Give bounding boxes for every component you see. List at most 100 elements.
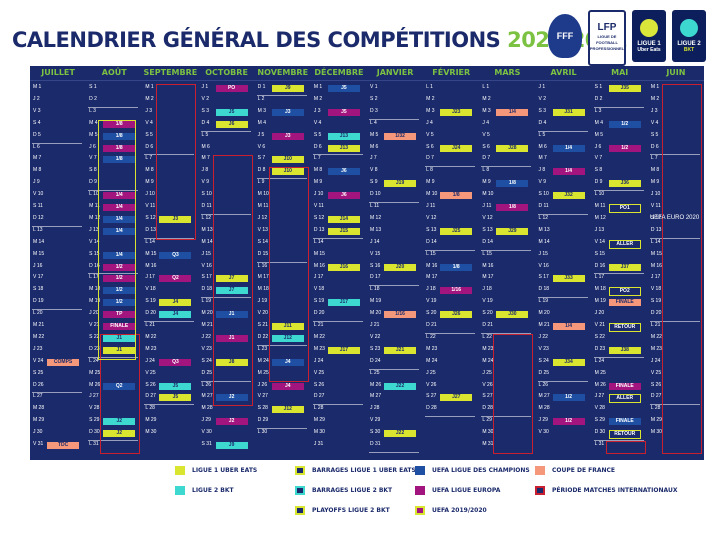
day-label: M 8 <box>145 168 153 173</box>
day-label: D 20 <box>314 311 325 316</box>
day-label: D 30 <box>89 430 100 435</box>
day-label: J 3 <box>145 109 152 114</box>
event-cell: Q2 <box>159 275 191 282</box>
day-label: M 29 <box>314 418 325 423</box>
day-label: D 26 <box>33 383 44 388</box>
day-label: S 18 <box>33 287 43 292</box>
day-label: M 27 <box>370 394 381 399</box>
event-cell: J26 <box>440 311 472 318</box>
day-label: S 20 <box>482 311 492 316</box>
day-label: L 5 <box>539 133 546 138</box>
day-label: S 21 <box>258 323 268 328</box>
legend-swatch <box>295 506 305 515</box>
day-label: V 25 <box>314 371 324 376</box>
day-label: V 18 <box>314 287 324 292</box>
day-label: V 16 <box>539 264 549 269</box>
day-label: V 13 <box>258 228 268 233</box>
day-label: M 10 <box>426 192 437 197</box>
day-label: S 2 <box>370 97 378 102</box>
day-label: M 17 <box>482 275 493 280</box>
day-label: M 31 <box>482 442 493 447</box>
calendar-grid: JUILLET M 1J 2V 3S 4D 5L 6M 7M 8J 9V 10 S … <box>30 66 704 460</box>
month-header: AVRIL <box>536 66 592 80</box>
day-label: M 2 <box>651 97 659 102</box>
day-label: S 12 <box>145 216 155 221</box>
day-label: M 25 <box>595 371 606 376</box>
day-label: J 20 <box>595 311 604 316</box>
day-label: V 31 <box>33 442 43 447</box>
day-label: V 1 <box>370 85 378 90</box>
ligue2-logo: LIGUE 2 BKT <box>672 10 706 62</box>
day-label: D 19 <box>33 299 44 304</box>
week-separator <box>369 452 419 453</box>
day-label: S 30 <box>370 430 380 435</box>
week-separator <box>538 131 588 132</box>
event-cell: J29 <box>496 228 528 235</box>
event-cell: J5 <box>159 383 191 390</box>
barrage-cell: PO1 <box>609 204 641 213</box>
day-label: S 17 <box>539 275 549 280</box>
legend: LIGUE 1 UBER EATS BARRAGES LIGUE 1 UBER E… <box>175 466 695 536</box>
day-label: J 15 <box>539 252 548 257</box>
month-header: JANVIER <box>367 66 423 80</box>
day-label: J 8 <box>202 168 209 173</box>
legend-label: UEFA 2019/2020 <box>432 507 487 514</box>
day-label: M 25 <box>258 371 269 376</box>
event-cell: J3 <box>272 133 304 140</box>
day-label: V 12 <box>482 216 492 221</box>
day-label: M 4 <box>89 121 97 126</box>
ligue1-logo: LIGUE 1 Uber Eats <box>632 10 666 62</box>
legend-swatch <box>535 466 545 475</box>
day-label: D 23 <box>595 347 606 352</box>
day-label: V 30 <box>202 430 212 435</box>
day-label: M 14 <box>539 240 550 245</box>
day-label: L 6 <box>33 145 40 150</box>
day-label: V 4 <box>145 121 153 126</box>
day-label: D 27 <box>145 394 156 399</box>
event-cell: J5 <box>328 85 360 92</box>
day-label: V 24 <box>33 359 43 364</box>
day-label: L 11 <box>370 204 379 209</box>
day-label: M 15 <box>145 252 156 257</box>
day-label: D 31 <box>370 442 381 447</box>
day-label: D 13 <box>145 228 156 233</box>
day-label: S 26 <box>145 383 155 388</box>
day-label: M 24 <box>482 359 493 364</box>
event-cell: J34 <box>553 359 585 366</box>
day-label: D 6 <box>651 145 659 150</box>
euro-note: UEFA EURO 2020 <box>650 215 699 221</box>
day-label: L 9 <box>258 180 265 185</box>
day-label: L 24 <box>595 359 605 364</box>
day-label: M 4 <box>258 121 266 126</box>
day-label: J 29 <box>539 418 548 423</box>
day-label: J 24 <box>651 359 660 364</box>
day-label: M 14 <box>202 240 213 245</box>
day-label: L 21 <box>145 323 155 328</box>
event-cell: J38 <box>609 347 641 354</box>
day-label: J 2 <box>33 97 40 102</box>
day-label: S 14 <box>258 240 268 245</box>
international-period <box>269 167 309 382</box>
day-label: S 5 <box>314 133 322 138</box>
day-label: M 2 <box>482 97 490 102</box>
day-label: S 13 <box>482 228 492 233</box>
page-title: CALENDRIER GÉNÉRAL DES COMPÉTITIONS 2020… <box>12 28 627 52</box>
day-label: V 29 <box>370 418 380 423</box>
day-label: V 11 <box>651 204 661 209</box>
day-label: S 1 <box>89 85 97 90</box>
event-cell: J30 <box>496 311 528 318</box>
day-label: S 19 <box>314 299 324 304</box>
day-label: S 16 <box>370 264 380 269</box>
event-cell: Q3 <box>159 359 191 366</box>
day-label: D 11 <box>539 204 549 209</box>
day-label: M 28 <box>33 406 44 411</box>
legend-item: BARRAGES LIGUE 1 UBER EATS <box>295 466 416 475</box>
event-cell: J4 <box>272 383 304 390</box>
day-label: D 29 <box>258 418 269 423</box>
day-label: M 13 <box>539 228 550 233</box>
legend-label: BARRAGES LIGUE 1 UBER EATS <box>312 467 416 474</box>
day-label: M 9 <box>651 180 659 185</box>
day-label: J 26 <box>258 383 267 388</box>
day-label: D 1 <box>258 85 266 90</box>
international-period <box>493 334 533 454</box>
